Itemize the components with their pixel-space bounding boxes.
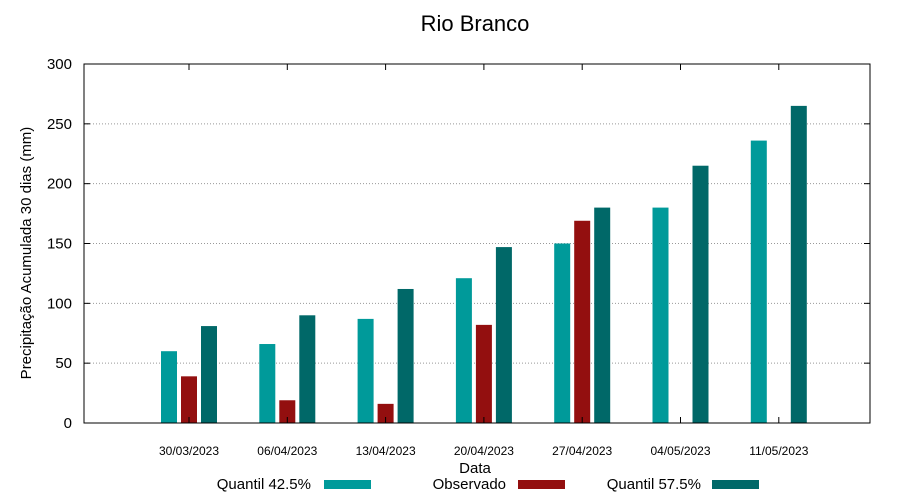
bar-quantil-57-5- xyxy=(201,326,217,423)
bar-observado xyxy=(475,324,492,423)
y-axis-label: Precipitação Acumulada 30 dias (mm) xyxy=(18,127,35,380)
bar-quantil-42-5- xyxy=(554,243,571,423)
bars xyxy=(161,105,807,423)
legend-label: Observado xyxy=(433,476,506,493)
x-axis-ticks: 30/03/2023 06/04/2023 13/04/2023 20/04/2023… xyxy=(159,64,809,458)
x-tick-label: 20/04/2023 xyxy=(454,444,514,458)
bar-quantil-57-5- xyxy=(299,315,316,423)
bar-observado xyxy=(279,400,296,423)
y-tick-label: 250 xyxy=(47,116,72,133)
bar-quantil-42-5- xyxy=(357,318,374,423)
x-tick-label: 06/04/2023 xyxy=(257,444,317,458)
bar-observado xyxy=(574,220,591,423)
bar-quantil-42-5- xyxy=(750,140,767,423)
legend-swatch xyxy=(518,480,565,489)
x-tick-label: 11/05/2023 xyxy=(749,444,808,458)
y-tick-label: 100 xyxy=(47,295,72,312)
bar-quantil-57-5- xyxy=(692,165,709,423)
bar-quantil-42-5- xyxy=(455,278,472,423)
bar-quantil-42-5- xyxy=(161,351,177,423)
chart-title: Rio Branco xyxy=(421,11,530,36)
y-tick-label: 300 xyxy=(47,56,72,73)
x-tick-label: 27/04/2023 xyxy=(552,444,612,458)
y-tick-label: 0 xyxy=(64,415,72,432)
legend: Quantil 42.5% Observado Quantil 57.5% xyxy=(217,476,759,493)
bar-observado xyxy=(377,403,394,423)
x-tick-label: 30/03/2023 xyxy=(159,444,219,458)
x-tick-label: 04/05/2023 xyxy=(650,444,710,458)
bar-quantil-57-5- xyxy=(594,207,611,423)
bar-quantil-57-5- xyxy=(495,247,512,423)
legend-label: Quantil 57.5% xyxy=(607,476,701,493)
y-axis-ticks: 0 50 100 150 200 250 300 xyxy=(47,56,870,432)
y-tick-label: 200 xyxy=(47,176,72,193)
bar-quantil-57-5- xyxy=(397,288,414,423)
bar-quantil-57-5- xyxy=(790,105,807,423)
y-tick-label: 150 xyxy=(47,236,72,253)
bar-quantil-42-5- xyxy=(652,207,669,423)
x-tick-label: 13/04/2023 xyxy=(356,444,416,458)
bar-quantil-42-5- xyxy=(259,344,276,423)
y-tick-label: 50 xyxy=(55,355,72,372)
x-axis-label: Data xyxy=(459,460,491,477)
legend-swatch xyxy=(712,480,759,489)
legend-label: Quantil 42.5% xyxy=(217,476,311,493)
legend-swatch xyxy=(324,480,371,489)
bar-observado xyxy=(181,376,197,423)
